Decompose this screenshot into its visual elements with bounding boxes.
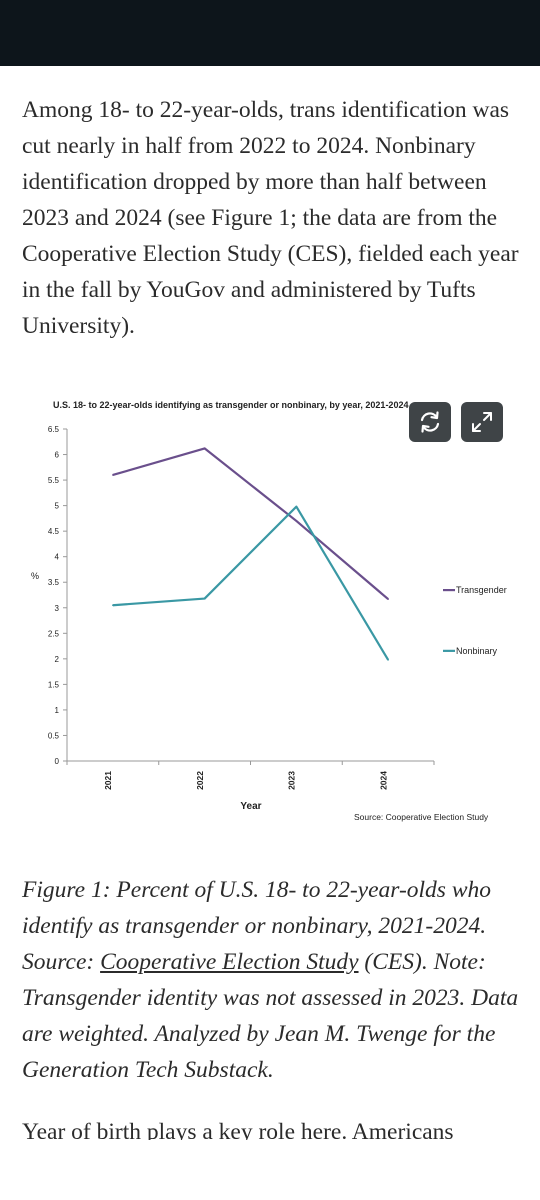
- data-point-nonbinary: [112, 604, 114, 607]
- y-tick-label: 0: [55, 757, 60, 766]
- data-point-nonbinary: [295, 505, 298, 508]
- y-tick-label: 0.5: [48, 731, 60, 740]
- caption-link-ces[interactable]: Cooperative Election Study: [100, 949, 359, 975]
- data-point-transgender: [112, 474, 114, 476]
- line-chart: U.S. 18- to 22-year-olds identifying as …: [31, 400, 507, 822]
- series-line-nonbinary: [112, 505, 390, 661]
- legend-label-nonbinary: Nonbinary: [456, 646, 498, 656]
- y-tick-label: 4.5: [48, 527, 60, 536]
- caption-text-start: Figure 1: Percent of U.S. 18- to 22-year…: [22, 877, 492, 975]
- expand-icon: [472, 412, 492, 432]
- y-tick-label: 1.5: [48, 680, 60, 689]
- legend-label-transgender: Transgender: [456, 585, 507, 595]
- y-tick-label: 6.5: [48, 425, 60, 434]
- x-axis-label: Year: [240, 801, 261, 812]
- x-tick-label: 2021: [103, 771, 113, 790]
- caption-text-end: (CES). Note: Transgender identity was no…: [22, 949, 519, 1083]
- data-point-transgender: [203, 447, 206, 450]
- bottom-blank: [0, 1140, 540, 1200]
- refresh-icon: [420, 411, 440, 433]
- y-tick-label: 5: [55, 502, 60, 511]
- x-tick-label: 2022: [195, 771, 205, 790]
- data-point-transgender: [387, 598, 389, 600]
- y-tick-label: 1: [55, 706, 60, 715]
- figure-caption: Figure 1: Percent of U.S. 18- to 22-year…: [22, 872, 522, 1088]
- y-tick-label: 3.5: [48, 578, 60, 587]
- data-point-nonbinary: [203, 597, 206, 600]
- series-line-transgender: [112, 447, 389, 600]
- chart-axes: 0 0.5 1 1.5 2 2.5 3 3.5 4 4.5 5 5.5 6 6.5 2021 2022 2023…: [48, 425, 435, 790]
- article-paragraph: Among 18- to 22-year-olds, trans identif…: [22, 97, 519, 339]
- y-tick-label: 4: [55, 553, 60, 562]
- y-tick-label: 2.5: [48, 629, 60, 638]
- chart-lines: [112, 447, 390, 661]
- refresh-button[interactable]: [409, 402, 451, 442]
- y-tick-label: 6: [55, 451, 60, 460]
- x-tick-label: 2024: [378, 771, 388, 790]
- figure-chart: U.S. 18- to 22-year-olds identifying as …: [22, 392, 518, 832]
- y-tick-label: 3: [55, 604, 60, 613]
- chart-title: U.S. 18- to 22-year-olds identifying as …: [53, 400, 408, 410]
- x-tick-label: 2023: [287, 771, 297, 790]
- data-point-nonbinary: [387, 659, 389, 661]
- data-point-transgender: [295, 520, 298, 522]
- y-axis-label: %: [31, 571, 39, 581]
- top-bar: [0, 0, 540, 66]
- article-paragraph-next: Year of birth plays a key role here. Ame…: [22, 1119, 454, 1140]
- expand-button[interactable]: [461, 402, 503, 442]
- chart-legend: Transgender Nonbinary: [443, 585, 507, 656]
- chart-source: Source: Cooperative Election Study: [354, 812, 489, 822]
- y-tick-label: 2: [55, 655, 60, 664]
- y-tick-label: 5.5: [48, 476, 60, 485]
